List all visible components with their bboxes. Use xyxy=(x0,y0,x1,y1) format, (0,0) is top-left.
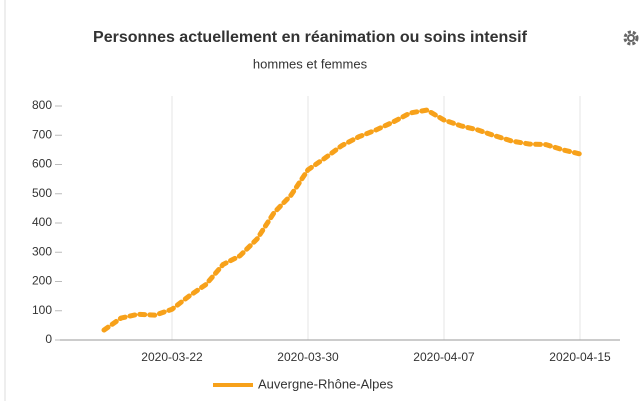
x-tick-label: 2020-03-30 xyxy=(277,350,339,364)
y-tick-label: 800 xyxy=(32,98,52,112)
x-tick-label: 2020-04-07 xyxy=(413,350,475,364)
y-tick-label: 300 xyxy=(32,244,52,258)
y-tick-label: 100 xyxy=(32,303,52,317)
y-tick-label: 600 xyxy=(32,157,52,171)
chart-subtitle: hommes et femmes xyxy=(253,56,368,71)
y-tick-label: 500 xyxy=(32,186,52,200)
y-tick-label: 0 xyxy=(45,332,52,346)
y-tick-label: 200 xyxy=(32,274,52,288)
x-tick-label: 2020-03-22 xyxy=(141,350,203,364)
x-tick-label: 2020-04-15 xyxy=(549,350,611,364)
settings-icon[interactable] xyxy=(623,30,639,46)
chart-title: Personnes actuellement en réanimation ou… xyxy=(93,29,528,46)
y-tick-label: 700 xyxy=(32,127,52,141)
y-tick-label: 400 xyxy=(32,215,52,229)
data-line xyxy=(101,107,583,333)
legend-label: Auvergne-Rhône-Alpes xyxy=(258,376,394,391)
